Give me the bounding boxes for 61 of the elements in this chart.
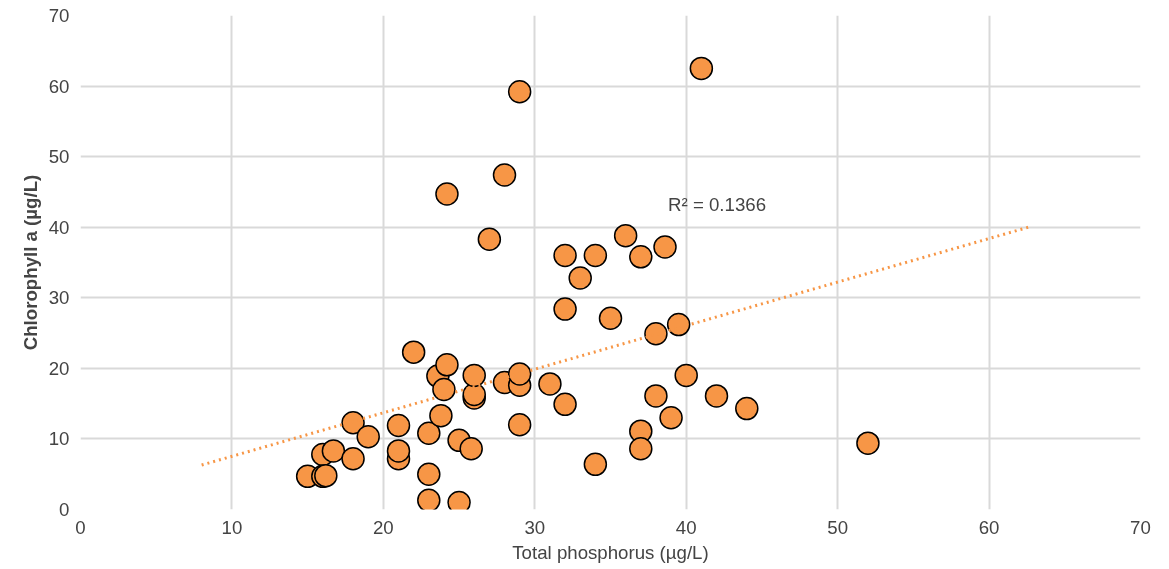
x-tick-label: 50 [827, 516, 849, 538]
y-tick-label: 40 [48, 216, 70, 238]
point [477, 227, 502, 251]
point [356, 425, 380, 449]
point [674, 363, 698, 388]
point [417, 421, 441, 446]
point [341, 410, 365, 435]
point [432, 377, 456, 402]
point [341, 446, 365, 471]
y-tick-label: 60 [48, 75, 70, 97]
point [492, 163, 517, 187]
point [553, 297, 577, 321]
point [629, 245, 653, 269]
point [583, 243, 608, 268]
x-tick-label: 60 [978, 516, 1000, 538]
point [553, 243, 577, 268]
x-tick-label: 10 [221, 516, 243, 538]
annotation: R² = 0.1366 [668, 194, 767, 215]
point [429, 403, 453, 428]
y-tick-label: 0 [59, 499, 70, 520]
x-tick-label: 40 [675, 516, 697, 538]
point [386, 413, 411, 438]
point [417, 462, 441, 486]
point [704, 384, 729, 408]
point [553, 392, 577, 417]
point [629, 437, 653, 461]
y-tick-label: 10 [48, 428, 70, 450]
point [507, 362, 532, 386]
point [644, 384, 668, 408]
x-tick-label: 30 [524, 516, 546, 538]
y-tick-label: 30 [48, 287, 70, 309]
point [538, 372, 562, 396]
y-tick-label: 20 [48, 357, 70, 379]
point [417, 488, 441, 510]
y-tick-label: 70 [48, 5, 70, 26]
point [321, 439, 346, 463]
point [462, 363, 486, 388]
point [653, 235, 677, 259]
x-tick-label: 70 [1130, 516, 1151, 538]
x-axis-title: Total phosphorus (µg/L) [512, 541, 709, 563]
point [583, 452, 608, 477]
point [507, 413, 532, 437]
point [598, 306, 623, 330]
point [644, 322, 668, 346]
y-axis-title: Chlorophyll a (µg/L) [19, 174, 41, 351]
x-tick-label: 20 [372, 516, 394, 538]
point [459, 437, 483, 461]
y-tick-label: 50 [48, 146, 70, 168]
point [856, 431, 880, 455]
point [386, 439, 411, 463]
x-tick-label: 0 [75, 516, 86, 538]
point [435, 182, 459, 206]
point [613, 223, 638, 248]
point [666, 312, 691, 337]
point [507, 79, 532, 104]
point [689, 56, 714, 81]
point [735, 396, 759, 421]
point [401, 340, 426, 364]
point [659, 406, 683, 430]
point [435, 353, 459, 377]
point [568, 266, 592, 290]
